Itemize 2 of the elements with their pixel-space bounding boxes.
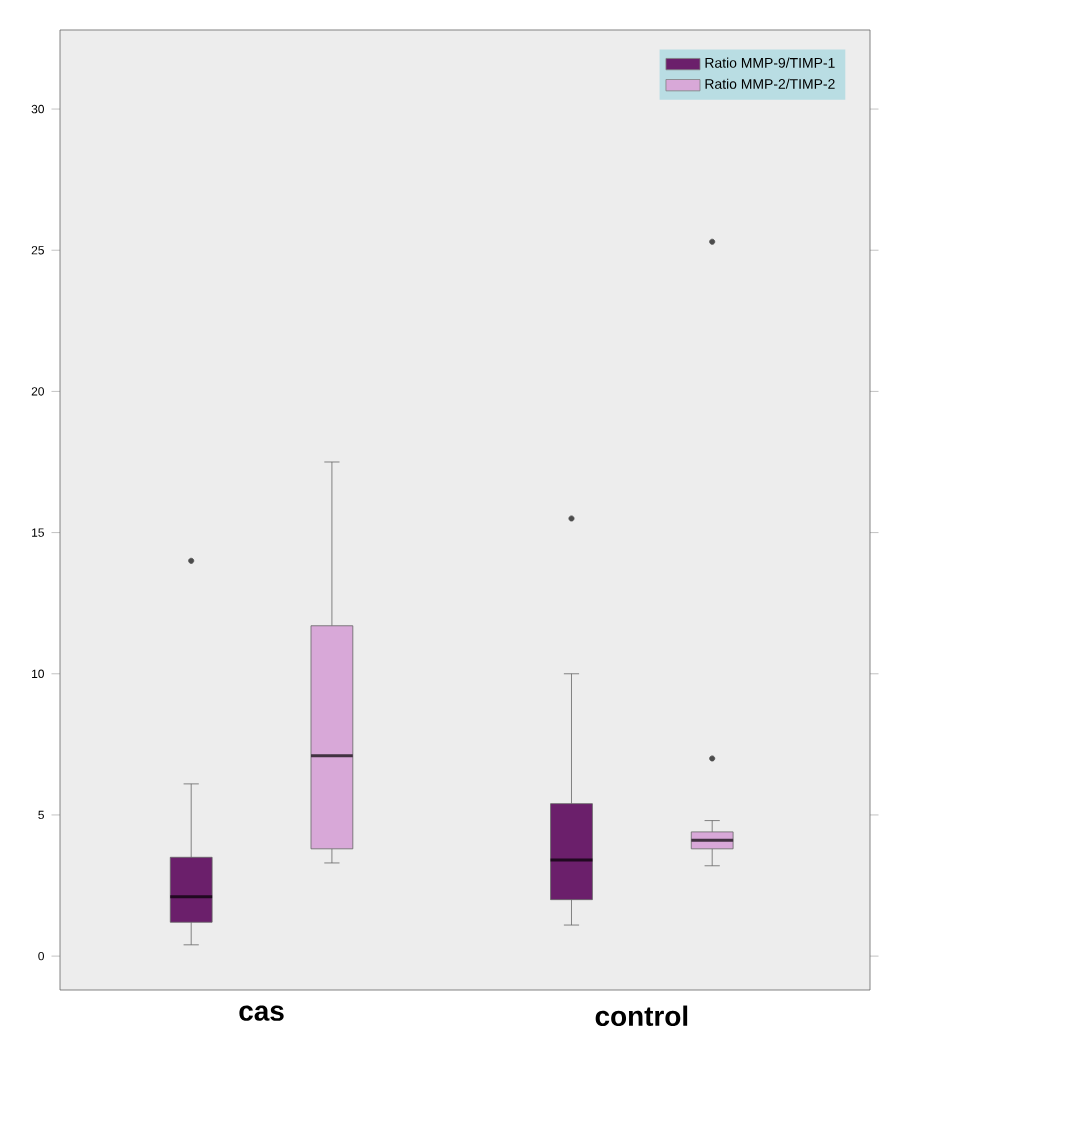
x-tick-label: cas — [239, 1005, 284, 1021]
x-tick-label: control — [595, 1005, 688, 1027]
